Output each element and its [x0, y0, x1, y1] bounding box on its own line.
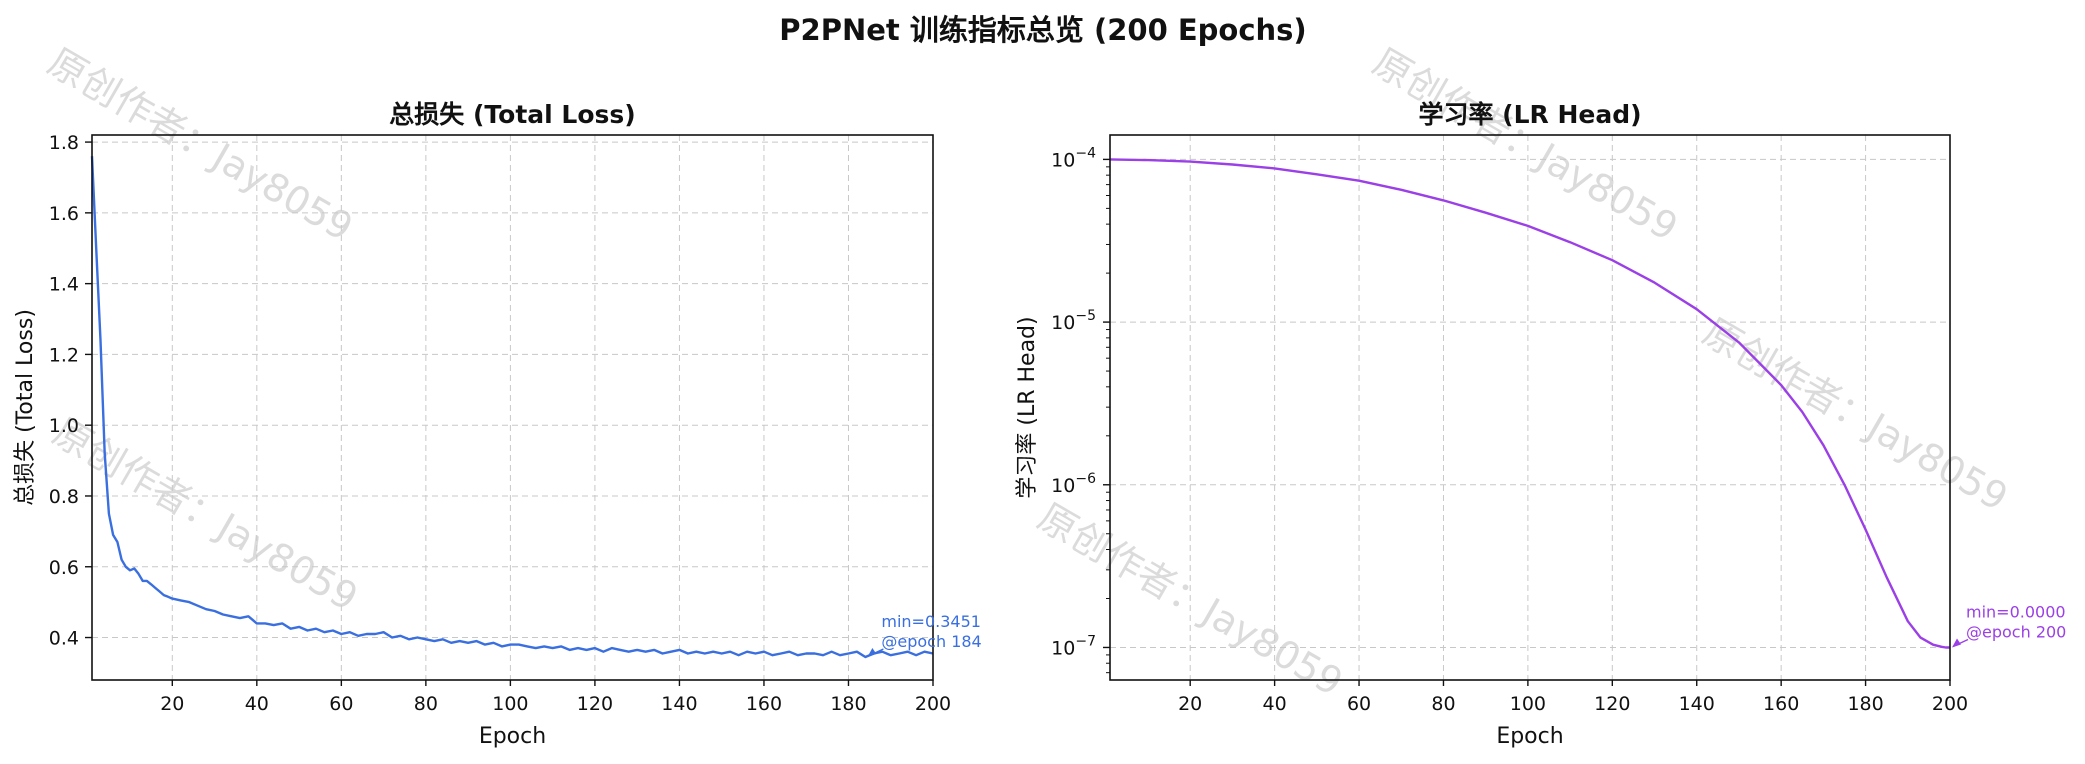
- x-tick-label: 40: [1263, 693, 1287, 715]
- y-tick-label: 1.2: [49, 344, 79, 366]
- x-tick-label: 40: [245, 693, 269, 715]
- y-axis-label: 总损失 (Total Loss): [13, 309, 38, 506]
- chart-title: 学习率 (LR Head): [1418, 100, 1641, 129]
- y-axis: 10−4 10−5 10−6 10−7: [1051, 145, 1110, 674]
- x-axis-label: Epoch: [1496, 724, 1563, 749]
- arrow-head: [1952, 638, 1961, 648]
- plot-area: [1109, 158, 1950, 649]
- x-axis: 20 40 60 80 100 120 140 160 180 200: [160, 680, 951, 715]
- x-tick-label: 20: [160, 693, 184, 715]
- y-tick-label: 10−6: [1051, 471, 1096, 497]
- y-tick-label: 1.6: [49, 203, 79, 225]
- x-axis-label: Epoch: [479, 724, 546, 749]
- x-tick-label: 100: [492, 693, 528, 715]
- x-tick-label: 80: [414, 693, 438, 715]
- annotation-epoch: @epoch 200: [1966, 622, 2066, 641]
- x-tick-label: 140: [1679, 693, 1715, 715]
- arrow-head: [867, 647, 877, 657]
- annotation-value: min=0.0000: [1966, 602, 2066, 621]
- x-tick-label: 140: [661, 693, 697, 715]
- watermark: 原创作者：Jay8059: [41, 40, 361, 250]
- y-tick-label: 1.0: [49, 415, 79, 437]
- x-tick-label: 180: [1847, 693, 1883, 715]
- y-tick-label: 0.8: [49, 486, 79, 508]
- x-tick-label: 100: [1510, 693, 1546, 715]
- grid: [92, 135, 934, 680]
- x-tick-label: 180: [830, 693, 866, 715]
- y-axis-label: 学习率 (LR Head): [1015, 316, 1040, 498]
- x-tick-label: 20: [1178, 693, 1202, 715]
- y-tick-label: 1.8: [49, 132, 79, 154]
- figure-title: P2PNet 训练指标总览 (200 Epochs): [779, 13, 1306, 47]
- plot-area: [90, 156, 934, 659]
- min-annotation: min=0.0000 @epoch 200: [1952, 602, 2066, 648]
- x-tick-label: 80: [1431, 693, 1455, 715]
- y-tick-label: 1.4: [49, 274, 79, 296]
- lr-panel: 20 40 60 80 100 120 140 160 180 200 10−410−510−61…: [1015, 100, 2066, 749]
- x-tick-label: 120: [1594, 693, 1630, 715]
- y-tick-label: 10−7: [1051, 633, 1096, 659]
- y-tick-label: 10−5: [1051, 308, 1096, 334]
- x-tick-label: 160: [746, 693, 782, 715]
- watermark: 原创作者：Jay8059: [46, 410, 366, 620]
- x-tick-label: 60: [1347, 693, 1371, 715]
- chart-title: 总损失 (Total Loss): [389, 100, 635, 129]
- loss-panel: 20 40 60 80 100 120 140 160 180 200 0.4 0.6 0.8 1.0 1…: [13, 100, 982, 749]
- axes-frame: [1109, 134, 1951, 681]
- annotation-epoch: @epoch 184: [881, 632, 981, 651]
- x-tick-label: 60: [329, 693, 353, 715]
- min-annotation: min=0.3451 @epoch 184: [867, 612, 982, 657]
- x-tick-label: 120: [577, 693, 613, 715]
- series-line: [1109, 158, 1950, 649]
- x-tick-label: 160: [1763, 693, 1799, 715]
- x-tick-label: 200: [1932, 693, 1968, 715]
- series-line: [90, 156, 934, 659]
- y-tick-label: 0.4: [49, 628, 79, 650]
- axes-frame: [91, 134, 934, 681]
- annotation-value: min=0.3451: [881, 612, 981, 631]
- watermark: 原创作者：Jay8059: [1696, 310, 2016, 520]
- y-tick-label: 10−4: [1051, 145, 1096, 171]
- y-axis: 0.4 0.6 0.8 1.0 1.2 1.4 1.6 1.8: [49, 132, 92, 650]
- x-tick-label: 200: [915, 693, 951, 715]
- y-tick-label: 0.6: [49, 557, 79, 579]
- x-axis: 20 40 60 80 100 120 140 160 180 200: [1178, 680, 1968, 715]
- watermark: 原创作者：Jay8059: [1366, 40, 1686, 250]
